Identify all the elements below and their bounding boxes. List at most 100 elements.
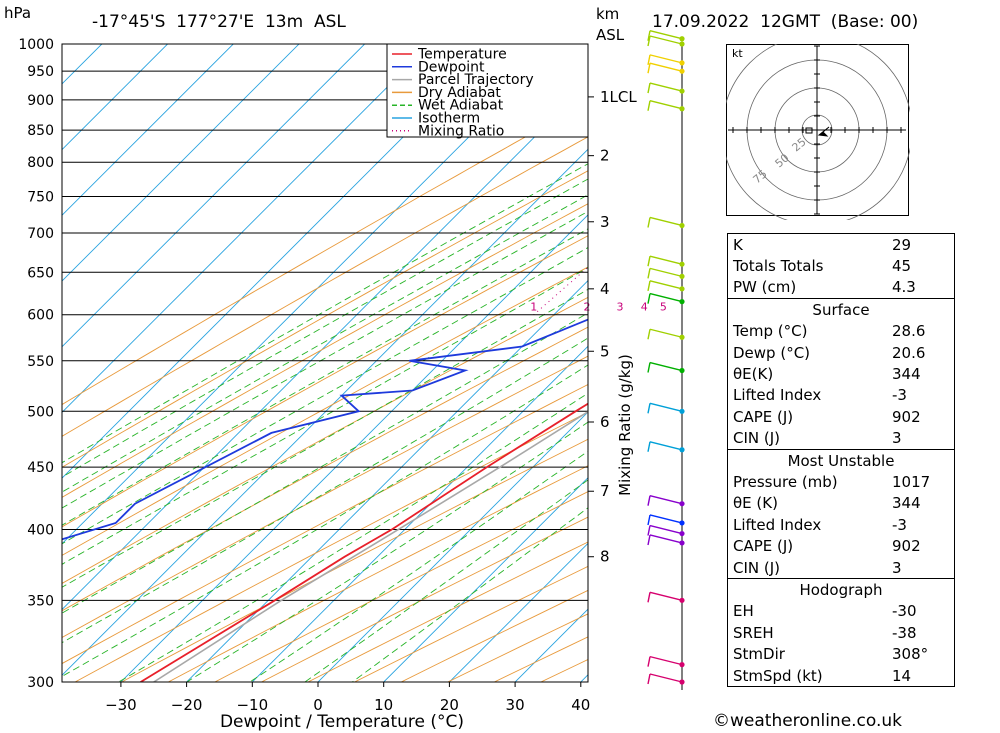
wind-barb-feather	[647, 525, 651, 536]
km-label: km	[596, 5, 620, 23]
index-label: CAPE (J)	[733, 407, 794, 426]
index-row: CAPE (J) 902	[728, 535, 954, 556]
isotherm	[448, 542, 588, 682]
km-tick-label: 5	[600, 342, 610, 360]
series-temperature	[140, 402, 588, 682]
x-tick-label: 30	[506, 696, 525, 714]
wet-adiabat	[62, 194, 588, 493]
surface-section: Surface Temp (°C) 28.6 Dewp (°C) 20.6 θE(K) 3…	[728, 298, 954, 449]
wind-level-marker	[679, 334, 685, 340]
indices-panel: K 29 Totals Totals 45 PW (cm) 4.3 Surface Tem…	[727, 233, 955, 688]
wind-barb-feather	[647, 30, 651, 41]
isotherm	[185, 279, 588, 682]
wind-barb-feather	[647, 293, 651, 304]
index-row: CAPE (J) 902	[728, 406, 954, 427]
pressure-tick-label: 500	[27, 404, 54, 420]
wind-barb	[649, 591, 683, 601]
mixing-ratio-line	[644, 18, 700, 315]
wind-barb-feather	[647, 100, 651, 111]
index-value: 902	[892, 407, 921, 426]
wind-level-marker	[679, 88, 685, 94]
pressure-tick-label: 650	[27, 265, 54, 281]
wind-barb	[649, 292, 683, 303]
isotherm	[62, 44, 300, 282]
x-tick-label: 0	[313, 696, 323, 714]
series-dewpoint	[62, 318, 588, 541]
dry-adiabat	[62, 383, 588, 665]
isotherm	[383, 477, 588, 682]
index-label: θE(K)	[733, 365, 774, 384]
x-axis-title: Dewpoint / Temperature (°C)	[220, 712, 464, 732]
index-value: 45	[892, 257, 912, 276]
wind-barb-feather	[647, 362, 651, 373]
index-value: 308°	[892, 645, 929, 664]
wind-barb-feather	[647, 256, 651, 267]
storm-motion-marker	[805, 127, 813, 134]
index-value: 344	[892, 365, 921, 384]
dry-adiabat	[260, 516, 588, 682]
isotherm	[62, 148, 588, 676]
wind-barb-feather	[647, 217, 651, 228]
pressure-tick-label: 900	[27, 93, 54, 109]
most-unstable-section: Most Unstable Pressure (mb) 1017 θE (K) 344…	[728, 448, 954, 578]
wind-barb	[649, 62, 683, 72]
skewt-chart: 3003504004505005506006507007508008509009…	[18, 18, 700, 732]
wind-barb	[649, 673, 683, 683]
index-value: 1017	[892, 472, 931, 491]
index-label: Dewp (°C)	[733, 343, 811, 362]
pressure-tick-label: 300	[27, 675, 54, 691]
index-row: SREH -38	[728, 622, 954, 643]
pressure-tick-label: 1000	[18, 37, 54, 53]
km-tick-label: 6	[600, 413, 610, 431]
wind-level-marker	[679, 273, 685, 279]
wind-barb	[649, 30, 683, 40]
mixing-ratio-label: 1	[530, 301, 537, 314]
wet-adiabat	[62, 178, 588, 478]
asl-label: ASL	[596, 26, 625, 44]
wind-barb	[649, 267, 683, 278]
wind-level-marker	[679, 447, 685, 453]
index-row: EH -30	[728, 601, 954, 622]
wind-barb	[649, 216, 683, 227]
wind-level-marker	[679, 540, 685, 546]
wind-barb	[649, 35, 683, 45]
index-row: StmDir 308°	[728, 643, 954, 664]
wind-level-marker	[679, 530, 685, 537]
index-row: Dewp (°C) 20.6	[728, 342, 954, 363]
wind-level-marker	[679, 222, 685, 229]
index-value: 28.6	[892, 322, 926, 341]
wet-adiabat	[351, 507, 588, 682]
wind-barb	[649, 100, 683, 110]
wind-barb-feather	[647, 656, 651, 667]
index-label: StmDir	[733, 645, 785, 664]
index-label: θE (K)	[733, 494, 778, 513]
index-row: K 29	[728, 234, 954, 255]
dry-adiabat	[167, 465, 588, 682]
credit-link[interactable]: ©weatheronline.co.uk	[713, 711, 903, 731]
wind-barb-feather	[647, 329, 651, 340]
x-tick-label: 20	[440, 696, 459, 714]
pressure-tick-label: 450	[27, 460, 54, 476]
legend-label: Dry Adiabat	[418, 85, 501, 101]
most-unstable-title: Most Unstable	[787, 451, 895, 470]
mixing-ratio-label: 4	[641, 301, 648, 314]
legend-label: Dewpoint	[418, 59, 485, 75]
index-row: Totals Totals 45	[728, 255, 954, 276]
index-label: Lifted Index	[733, 386, 822, 405]
isotherm	[120, 214, 588, 682]
pressure-tick-label: 550	[27, 354, 54, 370]
x-tick-label: −30	[105, 696, 137, 714]
legend-label: Wet Adiabat	[418, 98, 504, 114]
wind-level-marker	[679, 41, 685, 47]
legend-label: Parcel Trajectory	[418, 72, 534, 88]
index-value: -30	[892, 602, 917, 621]
dry-adiabat	[62, 170, 588, 468]
km-tick-label: 8	[600, 548, 610, 566]
km-tick-label: 7	[600, 482, 610, 500]
index-row: CIN (J) 3	[728, 557, 954, 578]
wet-adiabat	[304, 479, 588, 682]
wind-barb-feather	[647, 495, 651, 506]
isotherm	[62, 44, 234, 216]
wind-barb-feather	[647, 280, 651, 291]
isotherm	[62, 44, 103, 85]
